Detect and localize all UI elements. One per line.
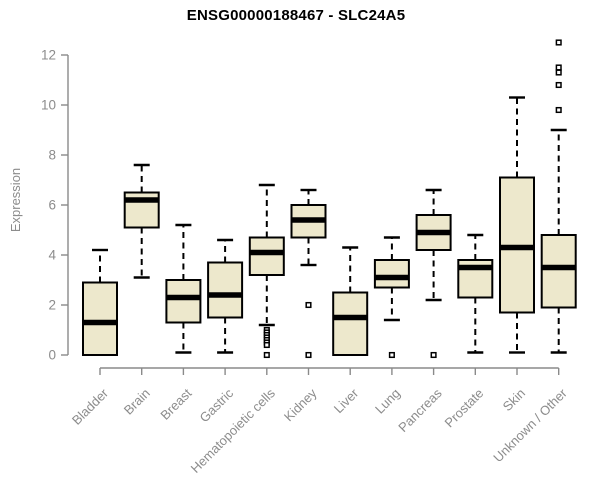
outlier-point <box>555 69 562 76</box>
boxplot-pancreas <box>415 188 452 359</box>
x-axis-tick-label-lung: Lung <box>372 386 403 417</box>
y-axis-tick-label: 4 <box>48 248 56 263</box>
median-line <box>541 264 576 271</box>
median-line <box>208 292 243 298</box>
outlier-point <box>305 351 312 359</box>
outlier-point <box>305 301 312 309</box>
iqr-box <box>248 236 285 276</box>
y-axis: 0 2 4 6 8 10 12 <box>41 48 69 363</box>
x-axis-tick-label-skin: Skin <box>500 386 528 414</box>
outlier-point <box>263 341 270 349</box>
iqr-box <box>540 234 577 309</box>
x-axis-tick-label-bladder: Bladder <box>69 385 112 428</box>
outlier-point <box>555 64 562 71</box>
iqr-box <box>82 281 118 356</box>
boxplot-kidney <box>290 188 327 359</box>
boxplot-breast <box>165 223 202 354</box>
median-line <box>416 229 451 236</box>
outlier-point <box>555 106 562 114</box>
median-line <box>333 314 368 321</box>
boxplot-hematopoietic-cells <box>248 183 285 359</box>
iqr-box <box>332 291 369 356</box>
y-axis-tick-label: 10 <box>41 98 56 113</box>
iqr-box <box>207 261 244 319</box>
median-line <box>500 244 534 251</box>
median-line <box>458 264 493 271</box>
y-axis-tick-label: 12 <box>41 48 56 63</box>
outlier-point <box>263 351 270 359</box>
median-line <box>83 319 117 326</box>
boxplot-liver <box>332 246 369 356</box>
y-axis-tick-label: 8 <box>48 148 56 163</box>
x-axis-tick-label-kidney: Kidney <box>281 385 320 424</box>
x-axis-tick-label-prostate: Prostate <box>442 386 487 431</box>
median-line <box>374 274 409 281</box>
outlier-point <box>388 351 395 359</box>
boxplot-prostate <box>457 233 494 354</box>
y-axis-tick-label: 0 <box>48 348 56 363</box>
x-axis-tick-label-unknown-other: Unknown / Other <box>490 385 570 465</box>
outlier-point <box>555 39 562 46</box>
x-axis-tick-label-liver: Liver <box>331 385 362 416</box>
x-axis-tick-label-gastric: Gastric <box>197 385 237 425</box>
x-axis-tick-label-breast: Breast <box>157 385 194 422</box>
iqr-box <box>373 259 410 289</box>
boxplot-gastric <box>207 238 244 354</box>
y-axis-tick-label: 6 <box>48 198 56 213</box>
median-line <box>166 294 201 301</box>
boxplot-skin <box>499 96 535 354</box>
chart-title: ENSG00000188467 - SLC24A5 <box>186 7 406 24</box>
boxplot-unknown-other <box>540 39 577 354</box>
x-axis-tick-label-pancreas: Pancreas <box>395 385 445 435</box>
boxplot-bladder <box>82 248 118 356</box>
boxplot-brain <box>123 163 160 279</box>
median-line <box>124 197 159 203</box>
iqr-box <box>165 279 202 324</box>
boxplot-lung <box>373 236 410 359</box>
outlier-point <box>555 81 562 89</box>
outlier-point <box>430 351 437 359</box>
median-line <box>291 217 326 223</box>
x-axis-tick-label-brain: Brain <box>121 386 153 418</box>
median-line <box>249 249 284 256</box>
y-axis-tick-label: 2 <box>48 298 56 313</box>
